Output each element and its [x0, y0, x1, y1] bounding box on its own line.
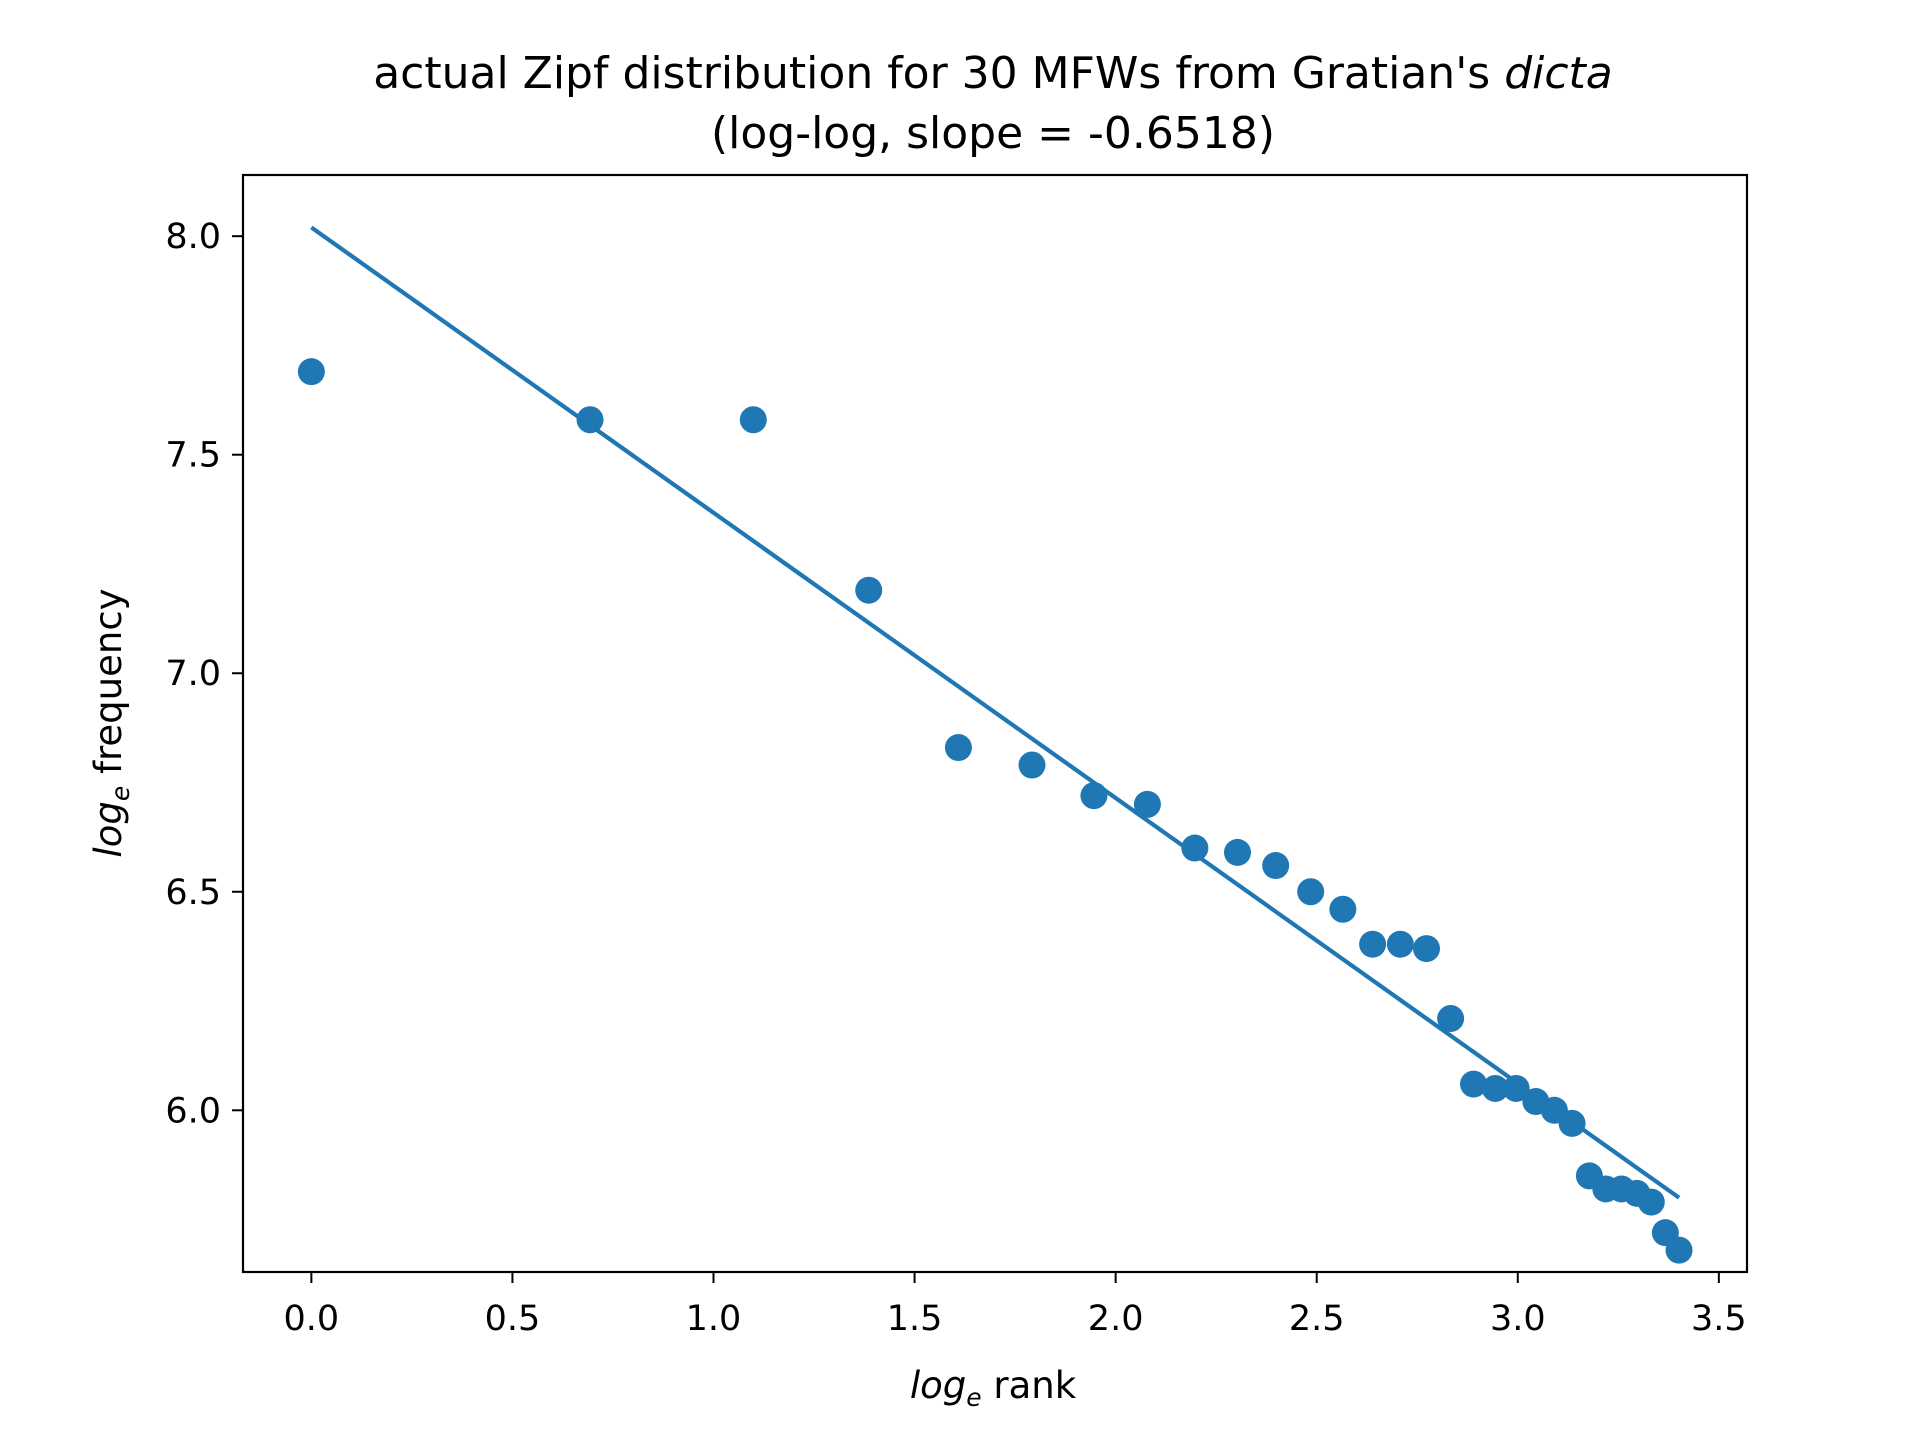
- chart-title-line1: actual Zipf distribution for 30 MFWs fro…: [373, 48, 1613, 99]
- y-axis-label: loge frequency: [87, 588, 135, 857]
- data-point: [1223, 838, 1251, 866]
- x-axis-label: loge rank: [910, 1364, 1077, 1412]
- data-point: [1558, 1109, 1586, 1137]
- x-tick-label: 3.5: [1691, 1299, 1747, 1339]
- x-tick-label: 2.5: [1289, 1299, 1345, 1339]
- x-tick-label: 3.0: [1490, 1299, 1546, 1339]
- data-point: [739, 406, 767, 434]
- data-point: [1437, 1005, 1465, 1033]
- x-tick-label: 1.5: [887, 1299, 943, 1339]
- data-point: [1665, 1236, 1693, 1264]
- plot-frame: [241, 173, 1749, 1274]
- y-tick-label: 8.0: [165, 217, 221, 257]
- y-tick-label: 7.0: [165, 654, 221, 694]
- data-point: [1481, 1074, 1509, 1102]
- data-point: [1297, 878, 1325, 906]
- data-point: [1412, 935, 1440, 963]
- plot-area: [297, 225, 1693, 1264]
- data-point: [855, 576, 883, 604]
- y-tick-label: 6.5: [165, 873, 221, 913]
- data-point: [1359, 930, 1387, 958]
- data-point: [1460, 1070, 1488, 1098]
- x-tick-label: 2.0: [1088, 1299, 1144, 1339]
- data-point: [1329, 895, 1357, 923]
- x-axis-ticks: 0.0 0.5 1.0 1.5 2.0 2.5 3.0 3.5: [284, 1272, 1747, 1339]
- data-point: [297, 358, 325, 386]
- y-axis-ticks: 6.0 6.5 7.0 7.5 8.0: [165, 217, 243, 1131]
- data-point: [1262, 852, 1290, 880]
- x-tick-label: 0.0: [284, 1299, 340, 1339]
- data-point: [1637, 1188, 1665, 1216]
- y-tick-label: 7.5: [165, 436, 221, 476]
- data-point: [1502, 1074, 1530, 1102]
- x-tick-label: 1.0: [686, 1299, 742, 1339]
- data-point: [1018, 751, 1046, 779]
- x-tick-label: 0.5: [485, 1299, 541, 1339]
- data-point: [944, 734, 972, 762]
- data-point: [576, 406, 604, 434]
- fit-line: [310, 225, 1681, 1200]
- chart-title-line2: (log-log, slope = -0.6518): [711, 108, 1275, 159]
- data-point: [1386, 930, 1414, 958]
- data-point: [1181, 834, 1209, 862]
- y-tick-label: 6.0: [165, 1091, 221, 1131]
- data-point: [1080, 782, 1108, 810]
- data-point: [1133, 790, 1161, 818]
